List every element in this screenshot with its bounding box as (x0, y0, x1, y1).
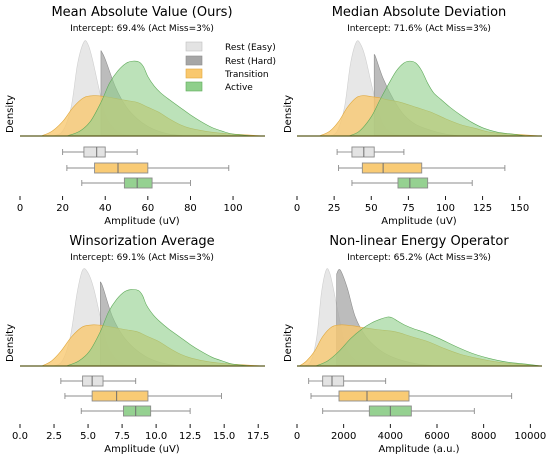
legend-label-active: Active (225, 83, 253, 93)
x-tick-label: 5.0 (80, 431, 96, 442)
x-tick-label: 7.5 (114, 431, 130, 442)
y-axis-label: Density (5, 324, 16, 362)
density-active (315, 316, 543, 367)
box-plots (62, 146, 230, 189)
x-tick-label: 8000 (471, 431, 496, 442)
box-plots (336, 146, 506, 189)
x-tick-label: 20 (56, 203, 69, 214)
legend: Rest (Easy) Rest (Hard) Transition Activ… (185, 41, 276, 93)
box-active (322, 405, 475, 417)
x-tick-label: 0 (17, 203, 23, 214)
x-tick-label: 4000 (378, 431, 403, 442)
panel-title: Winsorization Average (69, 234, 214, 249)
box-active (351, 177, 473, 189)
density-plot (297, 40, 543, 137)
box-iqr (91, 390, 149, 402)
panel-neo: Non-linear Energy Operator Intercept: 65… (283, 234, 546, 455)
legend-label-rest-easy: Rest (Easy) (225, 43, 276, 53)
x-axis: 0 20 40 60 80 100 (17, 196, 243, 214)
x-tick-label: 40 (99, 203, 112, 214)
box-transition (338, 162, 506, 174)
y-axis-label: Density (283, 95, 294, 133)
x-tick-label: 125 (473, 203, 492, 214)
x-tick-label: 15.0 (213, 431, 235, 442)
density-plot (297, 268, 543, 367)
panel-subtitle: Intercept: 69.1% (Act Miss=3%) (70, 253, 214, 263)
box-iqr (322, 375, 345, 387)
panel-mav: Mean Absolute Value (Ours) Intercept: 69… (5, 5, 276, 227)
legend-swatch-transition (185, 68, 203, 79)
x-tick-label: 10000 (514, 431, 546, 442)
panel-title: Median Absolute Deviation (332, 5, 507, 20)
box-rest-easy (62, 146, 138, 158)
x-tick-label: 100 (223, 203, 242, 214)
box-plots (308, 375, 513, 417)
box-iqr (351, 146, 375, 158)
legend-label-rest-hard: Rest (Hard) (225, 57, 276, 67)
panel-subtitle: Intercept: 65.2% (Act Miss=3%) (347, 253, 491, 263)
density-active (66, 60, 255, 137)
box-transition (66, 162, 230, 174)
x-tick-label: 75 (402, 203, 415, 214)
legend-swatch-active (185, 81, 203, 92)
x-axis: 0 2000 4000 6000 8000 10000 (294, 424, 546, 442)
x-tick-label: 60 (141, 203, 154, 214)
x-tick-label: 6000 (424, 431, 449, 442)
x-axis: 0 25 50 75 100 125 150 (294, 196, 529, 214)
x-axis-label: Amplitude (uV) (104, 444, 180, 455)
box-iqr (83, 146, 106, 158)
box-iqr (82, 375, 104, 387)
y-axis-label: Density (5, 95, 16, 133)
x-tick-label: 80 (184, 203, 197, 214)
legend-swatch-rest-easy (185, 41, 203, 52)
box-active (80, 405, 191, 417)
x-axis-label: Amplitude (uV) (104, 216, 180, 227)
x-axis-label: Amplitude (a.u.) (378, 444, 459, 455)
box-rest-easy (308, 375, 387, 387)
x-tick-label: 17.5 (247, 431, 269, 442)
x-axis: 0.0 2.5 5.0 7.5 10.0 12.5 15.0 17.5 (12, 424, 269, 442)
panel-subtitle: Intercept: 69.4% (Act Miss=3%) (70, 24, 214, 34)
box-iqr (123, 177, 153, 189)
panel-mad: Median Absolute Deviation Intercept: 71.… (283, 5, 543, 227)
box-iqr (338, 390, 410, 402)
density-active (348, 60, 528, 137)
box-rest-easy (60, 375, 137, 387)
box-rest-easy (336, 146, 405, 158)
x-axis-label: Amplitude (uV) (381, 216, 457, 227)
box-transition (310, 390, 513, 402)
panel-title: Non-linear Energy Operator (329, 234, 509, 249)
panel-winsorization: Winsorization Average Intercept: 69.1% (… (5, 234, 269, 455)
y-axis-label: Density (283, 324, 294, 362)
legend-swatch-rest-hard (185, 55, 203, 66)
box-iqr (397, 177, 429, 189)
box-iqr (94, 162, 149, 174)
legend-label-transition: Transition (224, 70, 269, 80)
density-active (66, 289, 252, 367)
x-tick-label: 10.0 (145, 431, 167, 442)
x-tick-label: 150 (510, 203, 529, 214)
box-iqr (122, 405, 152, 417)
x-tick-label: 0 (294, 431, 300, 442)
x-tick-label: 25 (328, 203, 341, 214)
panel-subtitle: Intercept: 71.6% (Act Miss=3%) (347, 24, 491, 34)
x-tick-label: 0.0 (12, 431, 28, 442)
box-transition (64, 390, 222, 402)
panel-title: Mean Absolute Value (Ours) (51, 5, 232, 20)
x-tick-label: 2000 (331, 431, 356, 442)
box-active (81, 177, 191, 189)
box-iqr (361, 162, 423, 174)
x-tick-label: 50 (365, 203, 378, 214)
x-tick-label: 12.5 (179, 431, 201, 442)
density-plot (20, 40, 266, 137)
x-tick-label: 2.5 (46, 431, 62, 442)
box-plots (60, 375, 222, 417)
x-tick-label: 100 (436, 203, 455, 214)
x-tick-label: 0 (294, 203, 300, 214)
density-plot (20, 268, 265, 367)
